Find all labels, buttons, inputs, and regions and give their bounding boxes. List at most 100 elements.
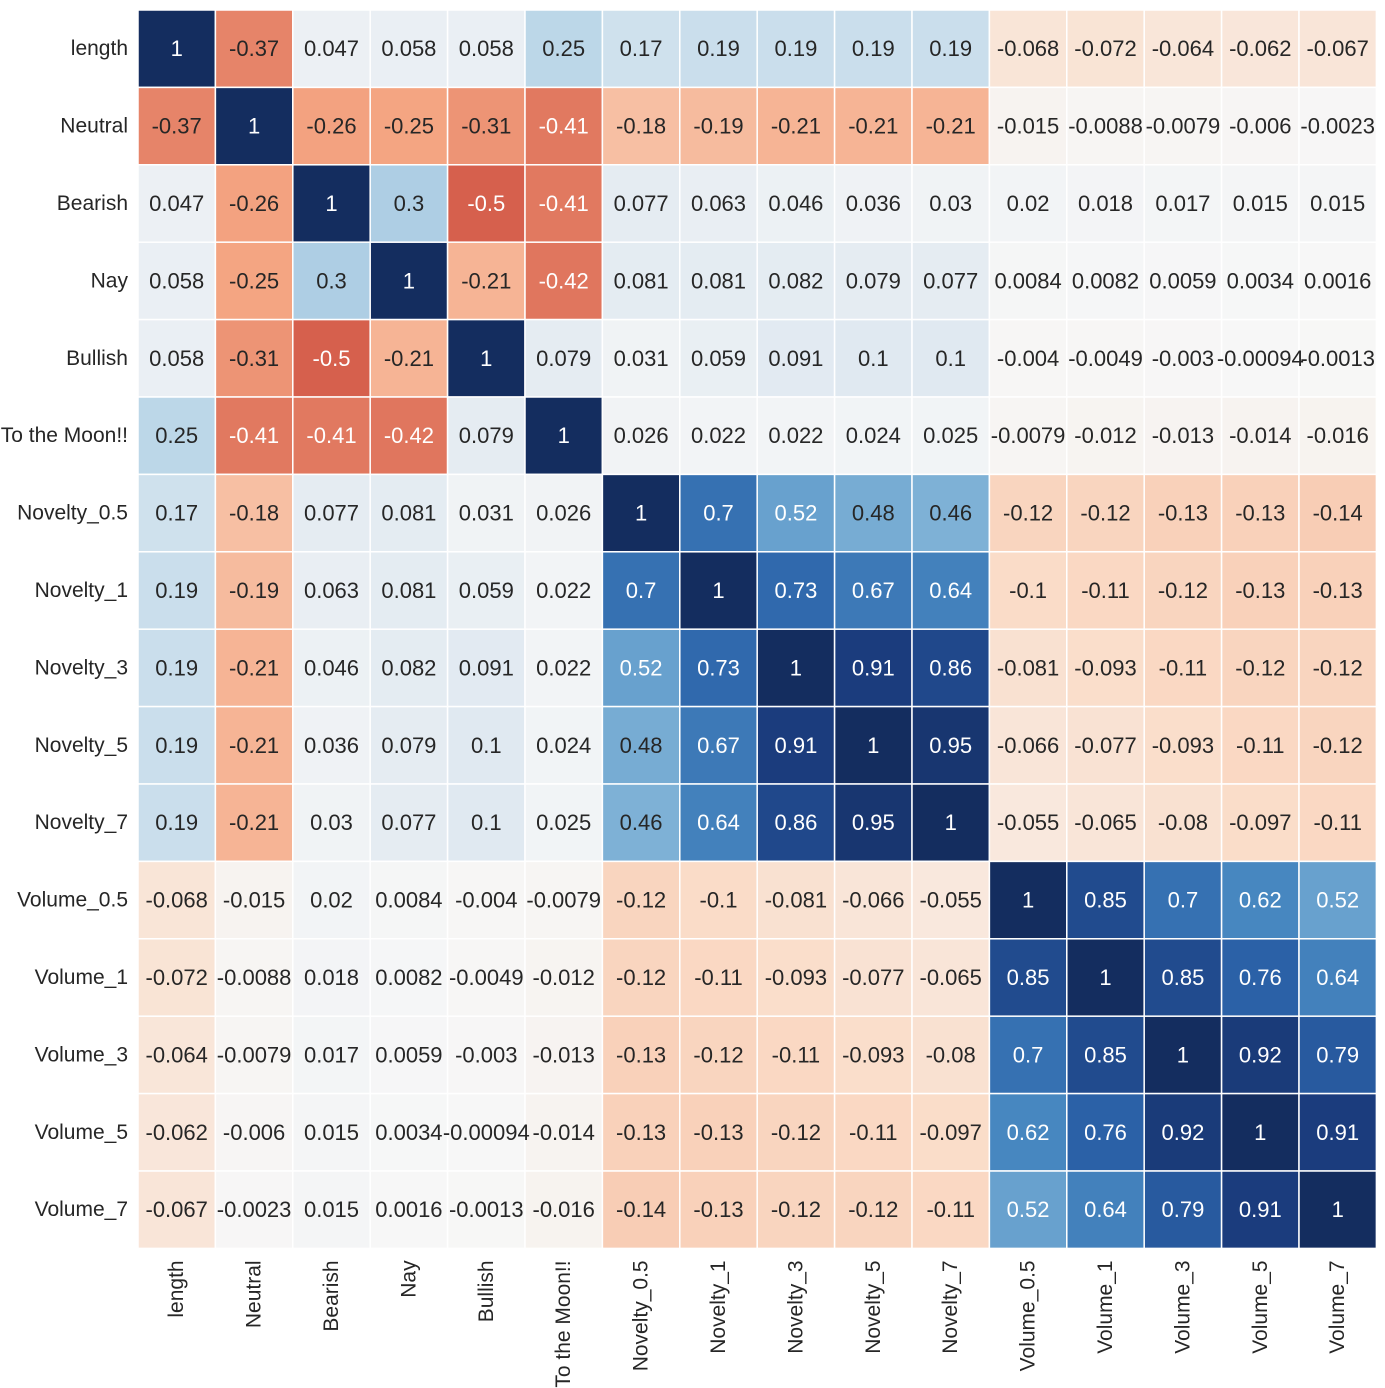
heatmap-cell bbox=[679, 1015, 758, 1095]
heatmap-cell-value: 1 bbox=[1099, 965, 1111, 990]
heatmap-cell-value: -0.13 bbox=[1235, 578, 1285, 603]
heatmap-cell bbox=[1143, 9, 1223, 89]
heatmap-cell bbox=[988, 860, 1068, 940]
heatmap-cell bbox=[1220, 783, 1300, 863]
x-tick-label: Nay bbox=[397, 1260, 420, 1298]
heatmap-cell-value: 0.0084 bbox=[994, 268, 1061, 293]
heatmap-cell-value: 0.022 bbox=[536, 578, 591, 603]
heatmap-cell-value: 1 bbox=[1332, 1197, 1344, 1222]
heatmap-cell-value: -0.5 bbox=[467, 191, 505, 216]
heatmap-cell bbox=[1143, 551, 1223, 630]
x-tick-label: To the Moon!! bbox=[552, 1260, 575, 1387]
heatmap-cell bbox=[214, 1015, 294, 1095]
heatmap-cell bbox=[1066, 318, 1145, 398]
heatmap-cell-value: 0.091 bbox=[768, 346, 823, 371]
heatmap-cell bbox=[1298, 628, 1378, 708]
heatmap-cell-value: 0.046 bbox=[304, 655, 359, 680]
heatmap-cell-value: 1 bbox=[1254, 1120, 1266, 1145]
x-tick-label: Novelty_7 bbox=[939, 1260, 962, 1353]
heatmap-cell-value: 0.52 bbox=[774, 501, 817, 526]
heatmap-cell-value: 0.058 bbox=[149, 268, 204, 293]
heatmap-cell bbox=[524, 1015, 604, 1095]
heatmap-cell-value: -0.006 bbox=[223, 1120, 285, 1145]
heatmap-cell-value: -0.5 bbox=[313, 346, 351, 371]
heatmap-cell bbox=[756, 318, 836, 398]
heatmap-cell-value: -0.00094 bbox=[1217, 346, 1304, 371]
y-axis-tick-labels: length Neutral Bearish Nay Bullish To the Moo… bbox=[1, 37, 129, 1221]
heatmap-cell bbox=[1298, 318, 1378, 398]
heatmap-cell bbox=[1066, 241, 1145, 321]
heatmap-cell-value: -0.12 bbox=[848, 1197, 898, 1222]
heatmap-cell-value: -0.19 bbox=[229, 578, 279, 603]
heatmap-cell-value: 0.0082 bbox=[1072, 268, 1139, 293]
y-tick-label: Volume_0.5 bbox=[17, 889, 128, 912]
heatmap-cell-value: -0.12 bbox=[616, 965, 666, 990]
heatmap-cell-value: -0.093 bbox=[765, 965, 827, 990]
heatmap-cell-value: -0.0013 bbox=[1300, 346, 1375, 371]
heatmap-cell-value: 0.92 bbox=[1239, 1042, 1282, 1067]
heatmap-cell-value: -0.0079 bbox=[1146, 114, 1221, 139]
heatmap-cell bbox=[292, 241, 371, 321]
heatmap-cell bbox=[1298, 705, 1378, 785]
heatmap-cell-value: 0.3 bbox=[316, 268, 347, 293]
heatmap-cell bbox=[137, 783, 217, 863]
heatmap-cell bbox=[446, 396, 526, 476]
heatmap-cell bbox=[1066, 860, 1145, 940]
heatmap-cell-value: 0.64 bbox=[1316, 965, 1359, 990]
heatmap-cell-value: 0.036 bbox=[304, 733, 359, 758]
heatmap-cell-value: 0.85 bbox=[1161, 965, 1204, 990]
heatmap-cell-value: 0.015 bbox=[1310, 191, 1365, 216]
heatmap-cell bbox=[911, 1015, 991, 1095]
heatmap-cell-value: -0.0079 bbox=[991, 423, 1066, 448]
heatmap-cell bbox=[1220, 1092, 1300, 1172]
heatmap-cell-value: 0.73 bbox=[697, 655, 740, 680]
heatmap-cell bbox=[679, 1092, 758, 1172]
heatmap-cell-value: 0.03 bbox=[310, 810, 353, 835]
heatmap-cell-value: 0.063 bbox=[304, 578, 359, 603]
heatmap-cell-value: -0.31 bbox=[461, 114, 511, 139]
heatmap-cell bbox=[1066, 1092, 1145, 1172]
heatmap-cell bbox=[988, 1170, 1068, 1250]
heatmap-cell bbox=[833, 318, 913, 398]
heatmap-cell-value: -0.0023 bbox=[1300, 114, 1375, 139]
heatmap-cell bbox=[524, 86, 604, 166]
heatmap-cell bbox=[369, 1015, 449, 1095]
heatmap-cell-value: -0.26 bbox=[229, 191, 279, 216]
heatmap-cell bbox=[833, 551, 913, 630]
heatmap-cell bbox=[833, 9, 913, 89]
y-tick-label: Novelty_5 bbox=[35, 734, 128, 757]
heatmap-cell bbox=[911, 86, 991, 166]
heatmap-cell bbox=[911, 860, 991, 940]
heatmap-cell bbox=[214, 783, 294, 863]
heatmap-cell bbox=[1298, 164, 1378, 243]
heatmap-cell bbox=[1298, 1170, 1378, 1250]
heatmap-cell-value: 0.0082 bbox=[375, 965, 442, 990]
heatmap-cell bbox=[214, 86, 294, 166]
heatmap-cell-value: 0.077 bbox=[614, 191, 669, 216]
x-tick-label: Novelty_0.5 bbox=[630, 1260, 653, 1371]
heatmap-cell bbox=[601, 860, 681, 940]
heatmap-cell-value: -0.21 bbox=[926, 114, 976, 139]
heatmap-cell-value: -0.093 bbox=[842, 1042, 904, 1067]
heatmap-cell-value: 0.62 bbox=[1007, 1120, 1050, 1145]
heatmap-cell bbox=[988, 551, 1068, 630]
heatmap-cell-value: 1 bbox=[790, 655, 802, 680]
x-tick-label: Volume_3 bbox=[1171, 1260, 1194, 1353]
heatmap-cell bbox=[1066, 86, 1145, 166]
heatmap-cell-value: 0.7 bbox=[626, 578, 657, 603]
heatmap-cell-value: -0.062 bbox=[146, 1120, 208, 1145]
heatmap-cell-value: 1 bbox=[1022, 888, 1034, 913]
heatmap-cell-value: 0.02 bbox=[310, 888, 353, 913]
heatmap-cell-value: 0.0059 bbox=[1149, 268, 1216, 293]
heatmap-cell-value: 0.48 bbox=[852, 501, 895, 526]
heatmap-cell bbox=[833, 164, 913, 243]
heatmap-cell-value: 0.52 bbox=[1316, 888, 1359, 913]
heatmap-cell-value: 1 bbox=[480, 346, 492, 371]
heatmap-cell bbox=[601, 551, 681, 630]
heatmap-cell bbox=[601, 473, 681, 553]
heatmap-cell-value: -0.0049 bbox=[449, 965, 524, 990]
heatmap-cell-value: 0.79 bbox=[1316, 1042, 1359, 1067]
heatmap-cell bbox=[446, 860, 526, 940]
heatmap-cell-value: 0.19 bbox=[155, 733, 198, 758]
heatmap-cell-value: -0.12 bbox=[1313, 733, 1363, 758]
